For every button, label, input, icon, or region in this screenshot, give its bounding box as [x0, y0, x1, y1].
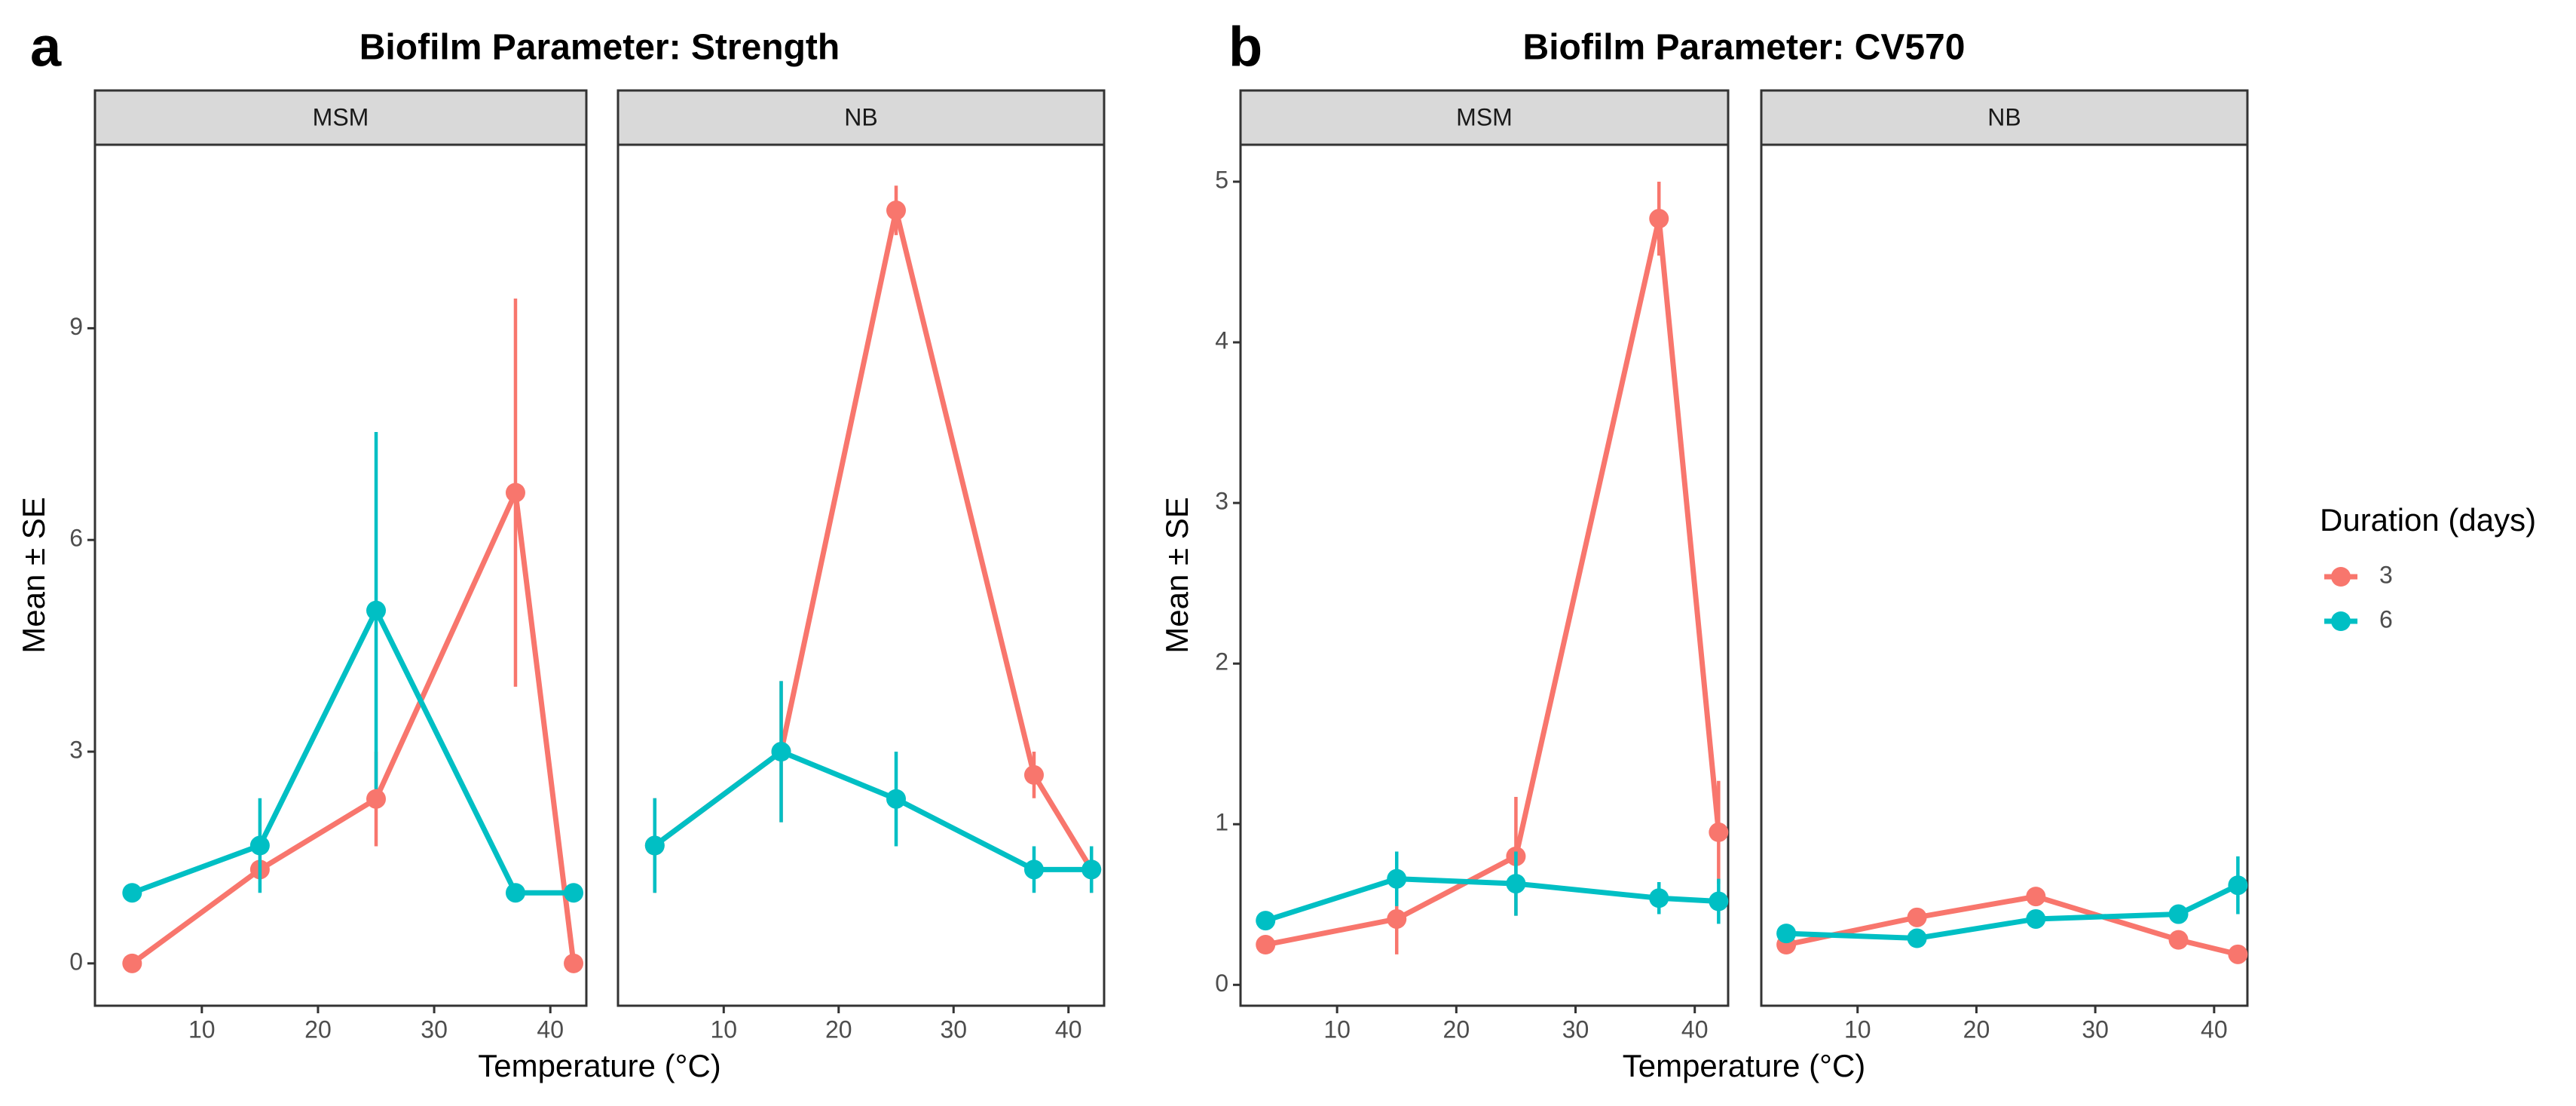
chart-title: Biofilm Parameter: CV570	[1523, 28, 1966, 68]
x-tick-label: 20	[1443, 1016, 1470, 1043]
x-tick-label: 30	[940, 1016, 967, 1043]
point	[1023, 764, 1044, 785]
x-tick-label: 20	[1963, 1016, 1990, 1043]
x-tick-label: 10	[710, 1016, 737, 1043]
point	[1649, 209, 1669, 229]
y-tick-label: 9	[69, 313, 83, 340]
point	[2026, 887, 2046, 907]
x-tick-label: 40	[2201, 1016, 2228, 1043]
y-tick-label: 2	[1215, 648, 1228, 676]
series-line	[131, 604, 574, 896]
legend-label: 3	[2379, 561, 2393, 588]
point	[1256, 911, 1276, 931]
x-tick-label: 10	[1323, 1016, 1351, 1043]
point	[1387, 869, 1407, 889]
series-line	[653, 749, 1092, 872]
point	[2228, 944, 2248, 964]
point	[886, 201, 907, 221]
y-tick-label: 0	[69, 948, 83, 975]
x-tick-label: 10	[188, 1016, 216, 1043]
point	[2026, 908, 2046, 929]
point	[505, 483, 525, 503]
panel-border	[93, 143, 588, 1007]
y-tick-label: 4	[1215, 327, 1228, 354]
point	[1907, 907, 1927, 927]
x-tick-label: 30	[2082, 1016, 2109, 1043]
y-axis-label: Mean ± SE	[16, 497, 51, 653]
panel-label: a	[30, 16, 62, 78]
point	[366, 789, 387, 809]
strip-label: MSM	[313, 103, 369, 130]
legend-marker	[2331, 611, 2351, 631]
x-tick-label: 30	[1562, 1016, 1589, 1043]
point	[564, 883, 584, 903]
y-tick-label: 5	[1215, 166, 1228, 193]
x-axis-label: Temperature (°C)	[478, 1048, 721, 1083]
point	[886, 789, 907, 809]
legend-marker	[2331, 567, 2351, 587]
strip-label: NB	[844, 103, 877, 130]
x-tick-label: 20	[825, 1016, 852, 1043]
point	[1256, 935, 1276, 955]
point	[1649, 888, 1669, 908]
chart-title: Biofilm Parameter: Strength	[359, 28, 840, 68]
x-tick-label: 30	[421, 1016, 448, 1043]
point	[1709, 822, 1729, 842]
strip	[1760, 89, 2249, 146]
point	[1023, 859, 1044, 880]
strip-label: MSM	[1456, 103, 1513, 130]
y-tick-label: 3	[1215, 488, 1228, 515]
point	[2168, 930, 2189, 950]
panel-border	[1239, 143, 1730, 1007]
point	[1081, 859, 1102, 880]
x-tick-label: 40	[537, 1016, 564, 1043]
point	[1776, 924, 1797, 944]
x-axis-label: Temperature (°C)	[1623, 1048, 1866, 1083]
point	[1506, 874, 1526, 894]
y-tick-label: 3	[69, 736, 83, 763]
panel-border	[616, 143, 1106, 1007]
point	[249, 835, 270, 856]
strip-label: NB	[1987, 103, 2021, 130]
point	[564, 953, 584, 973]
point	[2168, 904, 2189, 924]
y-tick-label: 0	[1215, 970, 1228, 997]
series-line	[1265, 218, 1721, 948]
point	[771, 742, 791, 762]
y-axis-label: Mean ± SE	[1159, 497, 1195, 653]
point	[366, 600, 387, 620]
point	[122, 883, 142, 903]
point	[122, 953, 142, 973]
panel-border	[1760, 143, 2249, 1007]
x-tick-label: 40	[1681, 1016, 1709, 1043]
point	[1709, 891, 1729, 911]
point	[644, 835, 665, 856]
x-tick-label: 20	[304, 1016, 332, 1043]
strip	[1239, 89, 1730, 146]
x-tick-label: 40	[1055, 1016, 1082, 1043]
y-tick-label: 1	[1215, 809, 1228, 836]
legend-title: Duration (days)	[2320, 502, 2536, 538]
point	[1387, 908, 1407, 929]
point	[505, 883, 525, 903]
x-tick-label: 10	[1844, 1016, 1871, 1043]
y-tick-label: 6	[69, 525, 83, 552]
legend-label: 6	[2379, 605, 2393, 633]
panel-label: b	[1228, 16, 1262, 78]
strip	[93, 89, 588, 146]
point	[2228, 875, 2248, 896]
point	[1907, 928, 1927, 948]
